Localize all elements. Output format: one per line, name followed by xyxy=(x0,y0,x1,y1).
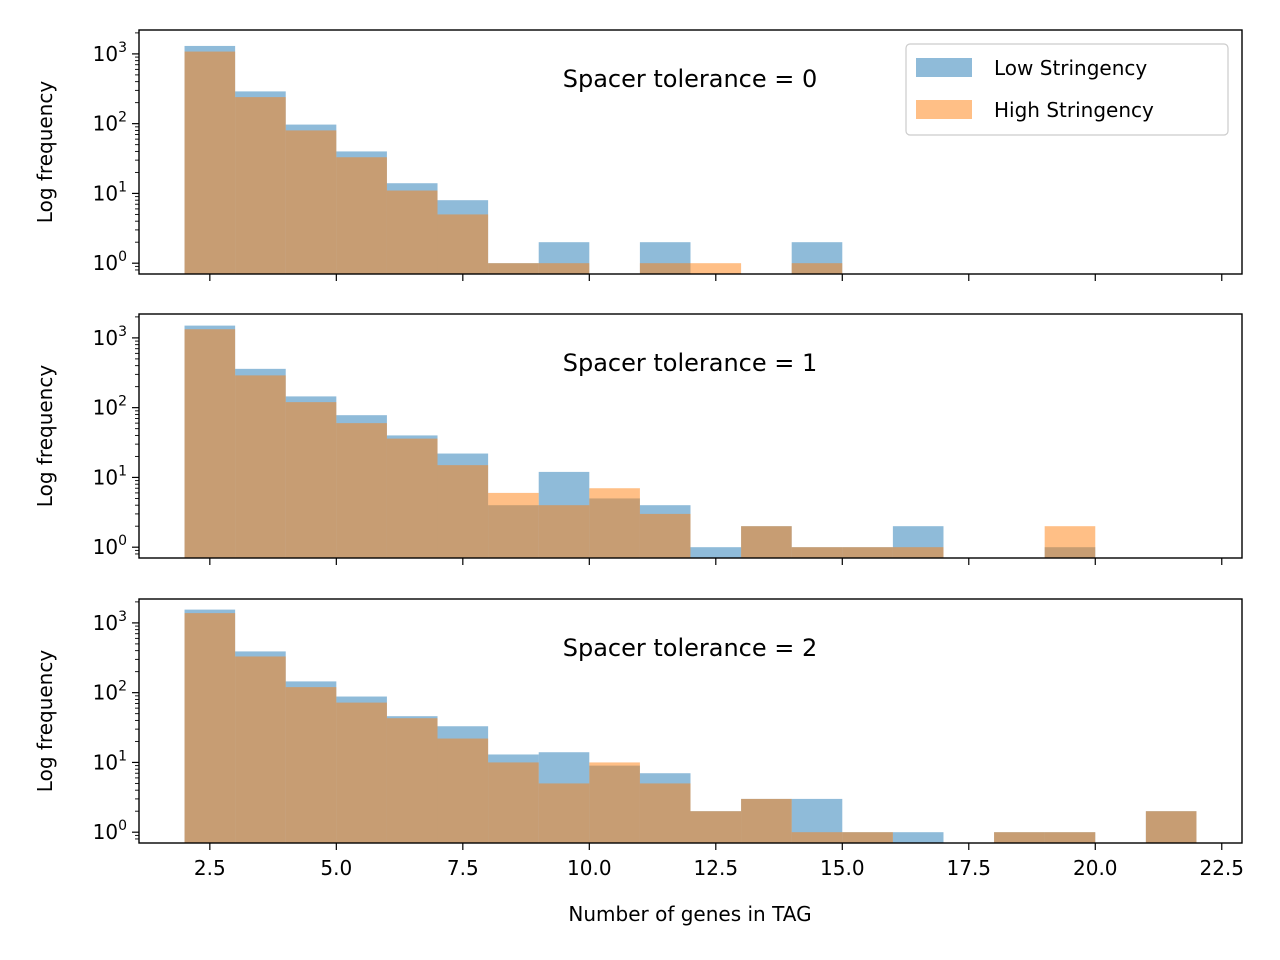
legend-swatch xyxy=(916,58,972,77)
y-axis-label: Log frequency xyxy=(33,650,57,793)
y-tick-label: 101 xyxy=(93,179,127,205)
y-tick-label: 101 xyxy=(93,463,127,489)
histogram-bar xyxy=(538,505,590,558)
y-tick-label: 102 xyxy=(93,679,127,705)
histogram-bar xyxy=(791,547,843,558)
histogram-bar xyxy=(842,547,893,558)
x-tick-label: 15.0 xyxy=(820,856,865,880)
histogram-bar xyxy=(1044,526,1096,558)
y-tick-label: 103 xyxy=(93,40,127,66)
panel-title: Spacer tolerance = 1 xyxy=(563,349,818,377)
histogram-bar xyxy=(639,783,691,843)
histogram-bar xyxy=(589,762,640,843)
y-tick-label: 101 xyxy=(93,748,127,774)
axes-frame xyxy=(138,313,1243,559)
histogram-bar xyxy=(842,832,893,843)
legend-label: High Stringency xyxy=(994,98,1154,122)
histogram-bar xyxy=(285,402,337,558)
x-tick-label: 22.5 xyxy=(1199,856,1244,880)
y-tick-label: 102 xyxy=(93,394,127,420)
panel-1: 100 101 102 103 Log frequency Spacer toleranc… xyxy=(33,313,1243,565)
histogram-bar xyxy=(437,738,489,843)
histogram-bar xyxy=(538,783,590,843)
x-tick-label: 7.5 xyxy=(447,856,479,880)
axes-frame xyxy=(138,598,1243,844)
histogram-bar xyxy=(235,375,286,558)
histogram-bar xyxy=(437,214,489,274)
histogram-bar xyxy=(741,526,792,558)
histogram-bar xyxy=(1044,832,1096,843)
histogram-bar xyxy=(336,423,387,558)
histogram-bar xyxy=(488,492,539,558)
series-high-stringency xyxy=(184,51,843,274)
histogram-bar xyxy=(235,97,286,274)
x-axis-label: Number of genes in TAG xyxy=(568,902,811,926)
y-tick-label: 103 xyxy=(93,324,127,350)
y-tick-label: 100 xyxy=(93,249,127,275)
x-tick-label: 12.5 xyxy=(694,856,739,880)
x-tick-label: 10.0 xyxy=(567,856,612,880)
histogram-bar xyxy=(285,687,337,843)
panel-title: Spacer tolerance = 0 xyxy=(563,65,818,93)
histogram-bar xyxy=(235,656,286,843)
y-tick-label: 103 xyxy=(93,609,127,635)
panel-2: 100 101 102 103 2.5 5.0 7.5 10.0 12.5 15.0 17.5 20.… xyxy=(33,598,1244,880)
axes-frame xyxy=(138,29,1243,275)
histogram-bar xyxy=(791,832,843,843)
x-tick-label: 17.5 xyxy=(947,856,992,880)
histogram-bar xyxy=(184,329,236,558)
histogram-bar xyxy=(184,613,236,843)
x-tick-label: 5.0 xyxy=(320,856,352,880)
series-high-stringency xyxy=(184,329,1096,558)
y-axis-label: Log frequency xyxy=(33,365,57,508)
legend-label: Low Stringency xyxy=(994,56,1147,80)
histogram-bar xyxy=(589,488,640,558)
panel-title: Spacer tolerance = 2 xyxy=(563,634,818,662)
histogram-bar xyxy=(994,832,1045,843)
histogram-bar xyxy=(285,130,337,274)
histogram-bar xyxy=(791,263,843,274)
y-tick-label: 100 xyxy=(93,818,127,844)
legend-swatch xyxy=(916,100,972,119)
histogram-bar xyxy=(639,263,691,274)
histogram-bar xyxy=(639,513,691,558)
histogram-bar xyxy=(184,51,236,274)
histogram-bar xyxy=(690,811,742,843)
histogram-bar xyxy=(690,263,742,274)
histogram-bar xyxy=(488,263,539,274)
series-high-stringency xyxy=(184,613,1197,843)
histogram-bar xyxy=(488,762,539,843)
histogram-bar xyxy=(336,702,387,843)
histogram-bar xyxy=(1145,811,1197,843)
y-tick-label: 102 xyxy=(93,110,127,136)
y-axis-label: Log frequency xyxy=(33,81,57,224)
histogram-bar xyxy=(690,547,742,558)
histogram-bar xyxy=(386,438,438,558)
histogram-bar xyxy=(538,263,590,274)
histogram-bar xyxy=(336,157,387,274)
histogram-bar xyxy=(892,547,944,558)
y-tick-label: 100 xyxy=(93,533,127,559)
histogram-bar xyxy=(437,465,489,558)
x-tick-label: 2.5 xyxy=(194,856,226,880)
panel-0: 100 101 102 103 Log frequency Spacer toleranc… xyxy=(33,29,1243,281)
x-tick-label: 20.0 xyxy=(1073,856,1118,880)
histogram-bar xyxy=(386,718,438,843)
legend-box xyxy=(905,43,1229,136)
histogram-bar xyxy=(741,798,792,843)
legend: Low Stringency High Stringency xyxy=(905,43,1229,136)
histogram-bar xyxy=(386,190,438,274)
histogram-bar xyxy=(892,832,944,843)
